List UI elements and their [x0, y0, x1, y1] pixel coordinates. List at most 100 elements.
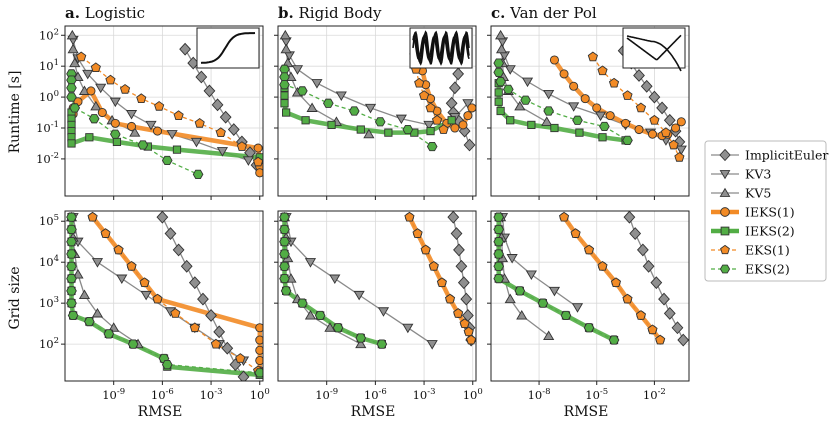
data-point-kv5: [67, 43, 79, 54]
legend-label: EKS(1): [745, 243, 790, 258]
panel-c-gridsize: 10-8 10-5 10-2: [487, 210, 690, 402]
data-point-impliciteuler: [463, 138, 476, 152]
x-tick-label: 10-3: [413, 387, 436, 402]
data-point-impliciteuler: [156, 211, 169, 224]
series-line-ieks-2: [69, 112, 261, 160]
data-point-eks-2: [127, 339, 139, 349]
legend-entry-eks-2: EKS(2): [711, 262, 790, 277]
data-point-eks-2: [426, 141, 438, 152]
data-point-kv3: [140, 290, 152, 301]
data-point-eks-2: [279, 249, 290, 259]
data-point-eks-2: [161, 360, 173, 370]
panel-c-runtime: c. Van der Pol: [487, 4, 690, 200]
data-point-impliciteuler: [188, 276, 201, 290]
panel-c-title: c. Van der Pol: [491, 4, 597, 22]
data-point-kv5: [78, 289, 91, 300]
data-point-eks-1: [583, 244, 595, 255]
axes-frame: [490, 210, 690, 382]
panel-b-title: b. Rigid Body: [278, 4, 382, 22]
data-point-kv3: [145, 120, 157, 131]
y-tick-label: 105: [39, 213, 59, 228]
data-point-eks-2: [348, 106, 360, 116]
data-point-kv3: [548, 286, 561, 297]
x-tick-label: 10-9: [102, 387, 125, 402]
series-line-eks-1: [80, 56, 259, 163]
panel-a-gridsize: 10-9 10-6 10-3 100 105 104 103 102: [39, 210, 270, 402]
data-point-eks-1: [647, 324, 658, 335]
data-point-ieks-2: [598, 133, 607, 142]
data-point-ieks-1: [255, 168, 263, 178]
data-point-kv3: [395, 114, 407, 125]
inset-frame: [622, 27, 686, 69]
data-point-kv3: [91, 258, 104, 268]
data-point-eks-1: [463, 326, 474, 337]
data-point-eks-1: [215, 127, 226, 137]
data-point-kv3: [335, 91, 347, 101]
data-point-ieks-1: [255, 345, 263, 355]
legend-marker: [720, 244, 730, 255]
data-point-eks-1: [404, 211, 415, 222]
data-point-kv3: [525, 270, 537, 280]
data-point-ieks-2: [447, 116, 456, 125]
data-point-eks-1: [76, 51, 87, 62]
data-point-ieks-1: [463, 111, 473, 121]
data-point-eks-1: [466, 334, 476, 345]
data-point-ieks-2: [280, 99, 289, 108]
data-point-kv5: [279, 29, 291, 40]
data-point-eks-1: [438, 124, 449, 134]
data-point-impliciteuler: [650, 276, 663, 290]
data-point-impliciteuler: [677, 333, 689, 347]
data-point-eks-2: [622, 135, 633, 145]
data-point-eks-1: [655, 334, 666, 345]
data-point-eks-2: [297, 298, 308, 308]
data-point-impliciteuler: [642, 259, 655, 273]
data-point-impliciteuler: [211, 98, 224, 112]
axes-frame: [277, 25, 477, 197]
x-tick-label: 100: [250, 387, 270, 402]
y-tick-label: 102: [39, 27, 59, 42]
data-point-ieks-1: [676, 117, 686, 127]
data-point-kv3: [125, 110, 138, 120]
legend-label: EKS(2): [745, 262, 790, 277]
data-point-eks-1: [154, 101, 165, 111]
data-point-eks-1: [113, 244, 124, 255]
data-point-eks-1: [635, 102, 647, 113]
data-point-kv3: [216, 147, 229, 157]
data-point-kv5: [129, 127, 141, 137]
data-point-eks-2: [279, 224, 290, 235]
data-point-kv5: [90, 100, 102, 111]
gridsize-axis-label: Grid size: [7, 266, 23, 329]
data-point-eks-1: [119, 84, 131, 94]
data-point-eks-1: [90, 62, 101, 73]
data-point-eks-2: [66, 224, 77, 235]
data-point-eks-2: [493, 212, 505, 222]
data-point-eks-2: [493, 237, 505, 247]
data-point-impliciteuler: [179, 42, 191, 56]
data-point-ieks-1: [255, 335, 263, 345]
data-point-eks-1: [428, 260, 439, 271]
data-point-impliciteuler: [195, 70, 208, 84]
data-point-eks-1: [597, 260, 608, 271]
data-point-eks-2: [520, 95, 531, 105]
data-point-eks-2: [374, 117, 386, 127]
legend-entry-impliciteuler: ImplicitEuler: [711, 148, 828, 163]
data-point-ieks-1: [152, 126, 163, 136]
data-point-kv3: [304, 258, 317, 268]
data-point-ieks-2: [496, 106, 505, 116]
data-point-eks-1: [453, 308, 464, 318]
data-point-kv3: [291, 65, 304, 75]
data-point-eks-2: [69, 103, 81, 113]
data-point-ieks-1: [86, 86, 96, 96]
data-point-eks-2: [279, 212, 290, 222]
data-point-eks-2: [279, 72, 290, 82]
data-point-kv3: [377, 307, 390, 317]
data-point-kv3: [242, 156, 254, 166]
data-point-ieks-1: [97, 108, 107, 118]
data-point-eks-2: [66, 249, 77, 259]
data-point-kv3: [311, 79, 323, 89]
data-point-ieks-1: [467, 103, 476, 113]
data-point-impliciteuler: [453, 243, 465, 257]
panel-b-runtime: b. Rigid Body: [274, 4, 477, 200]
legend-label: KV3: [745, 167, 771, 182]
inset-frame: [196, 27, 260, 69]
